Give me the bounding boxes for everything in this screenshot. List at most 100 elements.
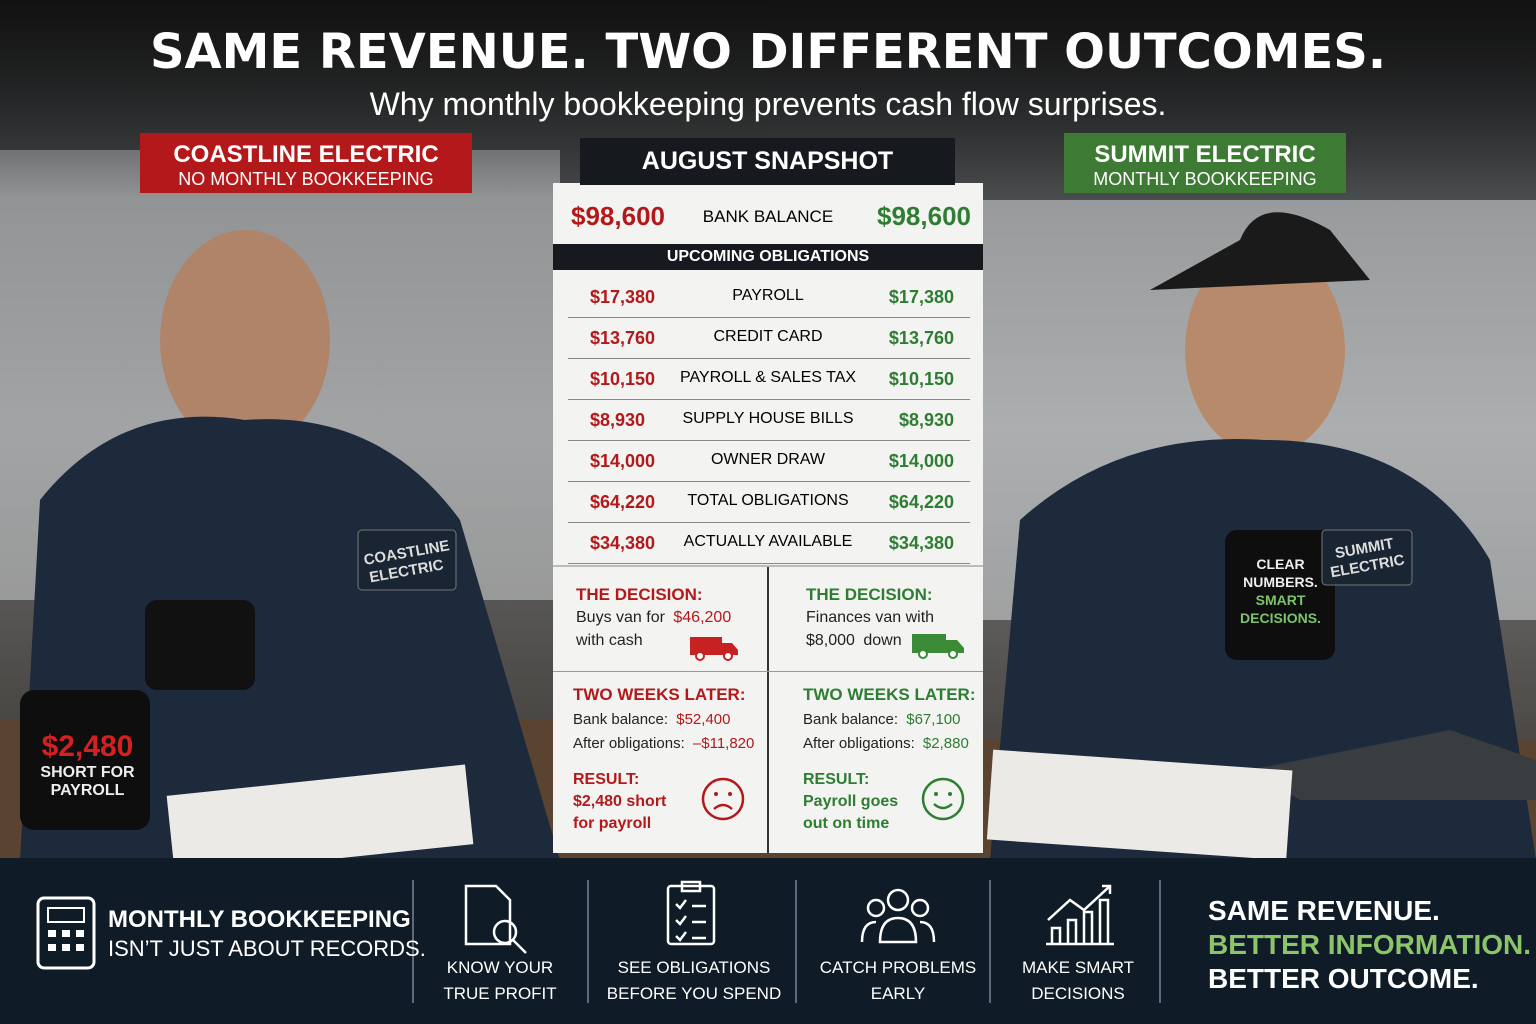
divider — [553, 565, 983, 567]
decision-title: THE DECISION: — [576, 585, 703, 604]
footer-item: TRUE PROFIT — [443, 984, 557, 1003]
label: BANK BALANCE — [702, 207, 834, 226]
text-line: After obligations: $2,880 — [803, 735, 969, 752]
lead-line: MONTHLY BOOKKEEPING — [108, 906, 411, 933]
text-line: Finances van with — [806, 609, 934, 627]
right-value: $10,150 — [888, 369, 954, 389]
text-part: After obligations: — [573, 735, 689, 752]
label: PAYROLL — [732, 287, 804, 304]
label: SUPPLY HOUSE BILLS — [682, 410, 854, 427]
mug-line: PAYROLL — [50, 782, 125, 799]
footer-item: DECISIONS — [1031, 984, 1125, 1003]
obligation-row: $14,000 OWNER DRAW $14,000 — [568, 441, 970, 482]
result-line: out on time — [803, 815, 890, 832]
text-line: with cash — [576, 632, 643, 650]
closing-line: BETTER OUTCOME. — [1208, 963, 1479, 994]
tagline: NO MONTHLY BOOKKEEPING — [178, 169, 434, 189]
text-part: $8,000 — [806, 632, 855, 649]
lead-line: ISN’T JUST ABOUT RECORDS. — [108, 936, 426, 961]
mug-line: SHORT FOR — [40, 764, 135, 781]
divider — [767, 567, 769, 853]
right-label: SUMMIT ELECTRIC MONTHLY BOOKKEEPING — [1064, 133, 1346, 193]
footer-item: KNOW YOUR — [446, 958, 554, 977]
result-line: $2,480 short — [573, 793, 667, 810]
decision-title: THE DECISION: — [806, 585, 933, 604]
text-part: $2,880 — [922, 735, 969, 752]
result-line: for payroll — [573, 815, 652, 832]
mug-text: $2,480 SHORT FOR PAYROLL — [25, 730, 150, 800]
result-line: Payroll goes — [803, 793, 899, 810]
snapshot-title: AUGUST SNAPSHOT — [580, 138, 955, 185]
right-value: $34,380 — [888, 533, 954, 553]
left-value: $64,220 — [590, 492, 656, 512]
text-line: After obligations: –$11,820 — [573, 735, 754, 752]
closing-line: BETTER INFORMATION. — [1208, 929, 1532, 960]
text-part: $67,100 — [906, 711, 961, 728]
title: SAME REVENUE. TWO DIFFERENT OUTCOMES. — [149, 24, 1387, 80]
left-value: $98,600 — [571, 201, 665, 231]
text-line: $8,000 down — [806, 632, 902, 650]
right-value: $98,600 — [877, 201, 971, 231]
left-value: $13,760 — [590, 328, 656, 348]
text-part: $52,400 — [676, 711, 731, 728]
obligation-row: $17,380 PAYROLL $17,380 — [568, 277, 970, 318]
text-part: After obligations: — [803, 735, 919, 752]
text-part: Buys van for — [576, 609, 670, 626]
later-title: TWO WEEKS LATER: — [573, 685, 746, 704]
obligation-row: $10,150 PAYROLL & SALES TAX $10,150 — [568, 359, 970, 400]
footer-item: BEFORE YOU SPEND — [606, 984, 782, 1003]
right-value: $8,930 — [898, 410, 954, 430]
obligation-row: $13,760 CREDIT CARD $13,760 — [568, 318, 970, 359]
obligations-title: UPCOMING OBLIGATIONS — [553, 244, 983, 270]
text-part: down — [858, 632, 902, 649]
later-title: TWO WEEKS LATER: — [803, 685, 976, 704]
mug-line: CLEAR — [1256, 556, 1305, 572]
label: PAYROLL & SALES TAX — [679, 369, 857, 386]
obligation-row: $64,220 TOTAL OBLIGATIONS $64,220 — [568, 482, 970, 523]
happy-face — [921, 777, 965, 821]
text-part: Bank balance: — [573, 711, 673, 728]
label: ACTUALLY AVAILABLE — [683, 533, 853, 550]
obligation-row: $34,380 ACTUALLY AVAILABLE $34,380 — [568, 523, 970, 564]
left-value: $8,930 — [590, 410, 646, 430]
obligation-row: $8,930 SUPPLY HOUSE BILLS $8,930 — [568, 400, 970, 441]
closing: SAME REVENUE. BETTER INFORMATION. BETTER… — [1208, 894, 1531, 996]
text-line: Buys van for $46,200 — [576, 609, 731, 627]
mug-line: NUMBERS. — [1243, 574, 1318, 590]
left-value: $34,380 — [590, 533, 656, 553]
text-line: Bank balance: $52,400 — [573, 711, 730, 728]
left-label: COASTLINE ELECTRIC NO MONTHLY BOOKKEEPIN… — [140, 133, 472, 193]
mug-line: DECISIONS. — [1240, 610, 1321, 626]
footer-lead: MONTHLY BOOKKEEPING ISN’T JUST ABOUT REC… — [108, 906, 426, 962]
text-part: Finances van with — [806, 609, 935, 626]
footer-item: MAKE SMART — [1021, 958, 1135, 977]
text-part: $46,200 — [673, 609, 732, 626]
divider — [553, 671, 983, 672]
van-icon — [912, 634, 964, 659]
closing-line: SAME REVENUE. — [1208, 895, 1440, 926]
company: SUMMIT ELECTRIC — [1094, 141, 1316, 168]
text-line: Bank balance: $67,100 — [803, 711, 960, 728]
left-value: $10,150 — [590, 369, 656, 389]
tagline: MONTHLY BOOKKEEPING — [1093, 169, 1317, 189]
text-part: –$11,820 — [692, 735, 755, 752]
mug-line: $2,480 — [41, 730, 134, 763]
text-part: with cash — [576, 632, 643, 649]
label: OWNER DRAW — [710, 451, 826, 468]
result-title: RESULT: — [803, 771, 870, 788]
right-value: $13,760 — [888, 328, 954, 348]
label: TOTAL OBLIGATIONS — [687, 492, 849, 509]
text-part: Bank balance: — [803, 711, 903, 728]
left-value: $14,000 — [590, 451, 656, 471]
right-value: $17,380 — [888, 287, 954, 307]
left-value: $17,380 — [590, 287, 656, 307]
mug-text: CLEAR NUMBERS. SMART DECISIONS. — [1228, 555, 1333, 627]
label: CREDIT CARD — [713, 328, 823, 345]
footer-icons — [36, 880, 1161, 1003]
balance-row: $98,600 BANK BALANCE $98,600 — [553, 193, 983, 239]
right-value: $14,000 — [888, 451, 954, 471]
footer-item: SEE OBLIGATIONS — [617, 958, 771, 977]
footer — [0, 858, 1536, 1024]
